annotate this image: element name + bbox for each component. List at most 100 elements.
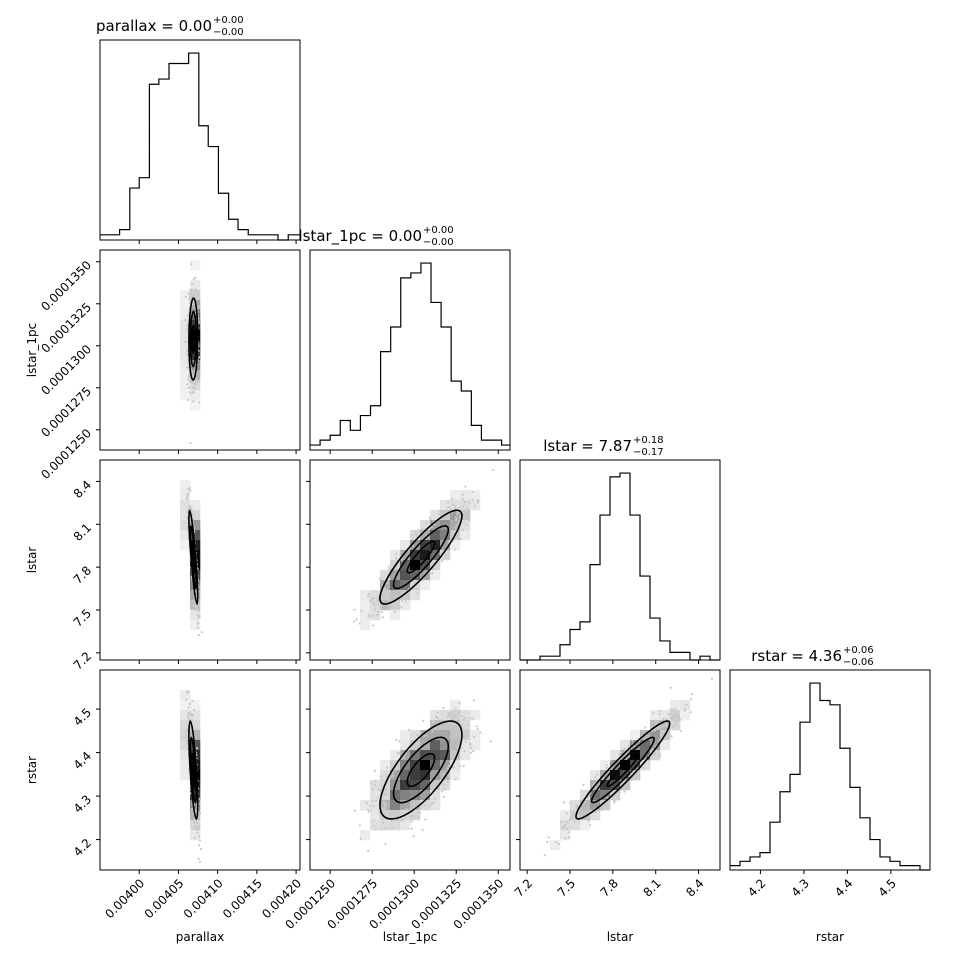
scatter-point: [186, 528, 189, 531]
scatter-point: [431, 730, 434, 733]
scatter-point: [674, 707, 677, 710]
scatter-point: [376, 613, 379, 617]
scatter-point: [374, 779, 377, 782]
x-axis-label-lstar_1pc: lstar_1pc: [383, 930, 437, 944]
title-lower-error: −0.00: [423, 237, 454, 248]
scatter-point: [185, 353, 188, 356]
scatter-point: [438, 726, 441, 730]
scatter-point: [197, 610, 200, 613]
title-lower-error: −0.17: [633, 447, 664, 458]
scatter-point: [412, 805, 416, 809]
density-cell: [440, 750, 451, 761]
scatter-point: [662, 731, 665, 734]
density-cell: [590, 790, 601, 801]
scatter-point: [192, 300, 196, 303]
scatter-point: [398, 740, 401, 743]
density-cell: [370, 790, 381, 801]
scatter-point: [425, 522, 428, 525]
scatter-point: [457, 511, 460, 515]
scatter-point: [387, 565, 390, 568]
histogram-step-lstar_1pc: [310, 262, 510, 446]
scatter-point: [669, 716, 672, 720]
scatter-point: [442, 795, 446, 799]
density-cell: [360, 590, 371, 601]
title-value: parallax = 0.00: [96, 17, 212, 35]
scatter-point: [457, 713, 460, 716]
scatter-point: [656, 726, 659, 729]
scatter-point: [674, 722, 677, 725]
scatter-point: [191, 713, 194, 716]
x-tick-label: 4.3: [789, 876, 812, 899]
scatter-point: [428, 516, 431, 519]
scatter-point: [460, 714, 464, 718]
density-cell: [420, 740, 431, 751]
scatter-point: [391, 813, 394, 817]
scatter-point: [605, 763, 608, 767]
density-cell: [450, 500, 461, 511]
scatter-point: [197, 816, 201, 819]
density-cell: [660, 740, 671, 751]
scatter-point: [469, 717, 472, 720]
scatter-point: [586, 816, 589, 819]
scatter-point: [584, 801, 587, 804]
density-cell: [430, 790, 441, 801]
scatter-point: [425, 734, 428, 737]
scatter-point: [442, 706, 445, 709]
scatter-point: [666, 725, 669, 728]
scatter-point: [451, 758, 454, 761]
scatter-point: [476, 499, 479, 502]
scatter-point: [196, 613, 199, 616]
scatter-point: [383, 587, 386, 590]
scatter-point: [677, 718, 680, 721]
scatter-point: [671, 716, 674, 720]
density-cell: [180, 390, 191, 401]
y-tick-label: 4.3: [71, 792, 94, 815]
scatter-point: [462, 718, 465, 721]
scatter-point: [449, 715, 452, 719]
density-cell: [440, 760, 451, 771]
scatter-point: [575, 804, 578, 807]
density-cell: [420, 760, 431, 771]
scatter-point: [380, 778, 384, 781]
scatter-point: [664, 721, 667, 725]
density-cell: [680, 700, 691, 711]
scatter-point: [185, 740, 188, 743]
scatter-point: [198, 585, 201, 589]
scatter-point: [186, 496, 189, 499]
density-cell: [410, 560, 421, 571]
y-tick-label: 7.2: [71, 649, 94, 672]
scatter-point: [432, 801, 435, 805]
scatter-point: [402, 819, 405, 822]
density-cell: [390, 800, 401, 811]
scatter-point: [384, 805, 387, 808]
scatter-point: [367, 595, 370, 599]
scatter-point: [373, 602, 376, 606]
density-cell: [460, 500, 471, 511]
scatter-point: [653, 729, 656, 732]
scatter-point: [409, 815, 412, 818]
scatter-point: [464, 740, 467, 744]
scatter-point: [392, 774, 395, 777]
scatter-point: [187, 717, 190, 720]
scatter-point: [476, 727, 479, 730]
scatter-point: [417, 815, 420, 818]
scatter-point: [386, 827, 389, 830]
scatter-point: [185, 366, 188, 369]
scatter-point: [463, 500, 467, 504]
joint-panel-parallax-lstar_1pc: [180, 260, 201, 445]
scatter-point: [383, 595, 386, 598]
scatter-point: [185, 698, 188, 701]
density-cell: [370, 600, 381, 611]
contour-1.5-sigma: [575, 720, 671, 820]
density-cell: [570, 810, 581, 821]
density-cell: [600, 760, 611, 771]
density-cell: [640, 740, 651, 751]
density-cell: [670, 720, 681, 731]
scatter-point: [457, 520, 460, 523]
scatter-point: [373, 608, 377, 611]
density-cell: [390, 820, 401, 831]
scatter-point: [191, 282, 194, 286]
density-cell: [180, 360, 191, 371]
scatter-point: [372, 601, 375, 604]
scatter-point: [372, 624, 375, 627]
